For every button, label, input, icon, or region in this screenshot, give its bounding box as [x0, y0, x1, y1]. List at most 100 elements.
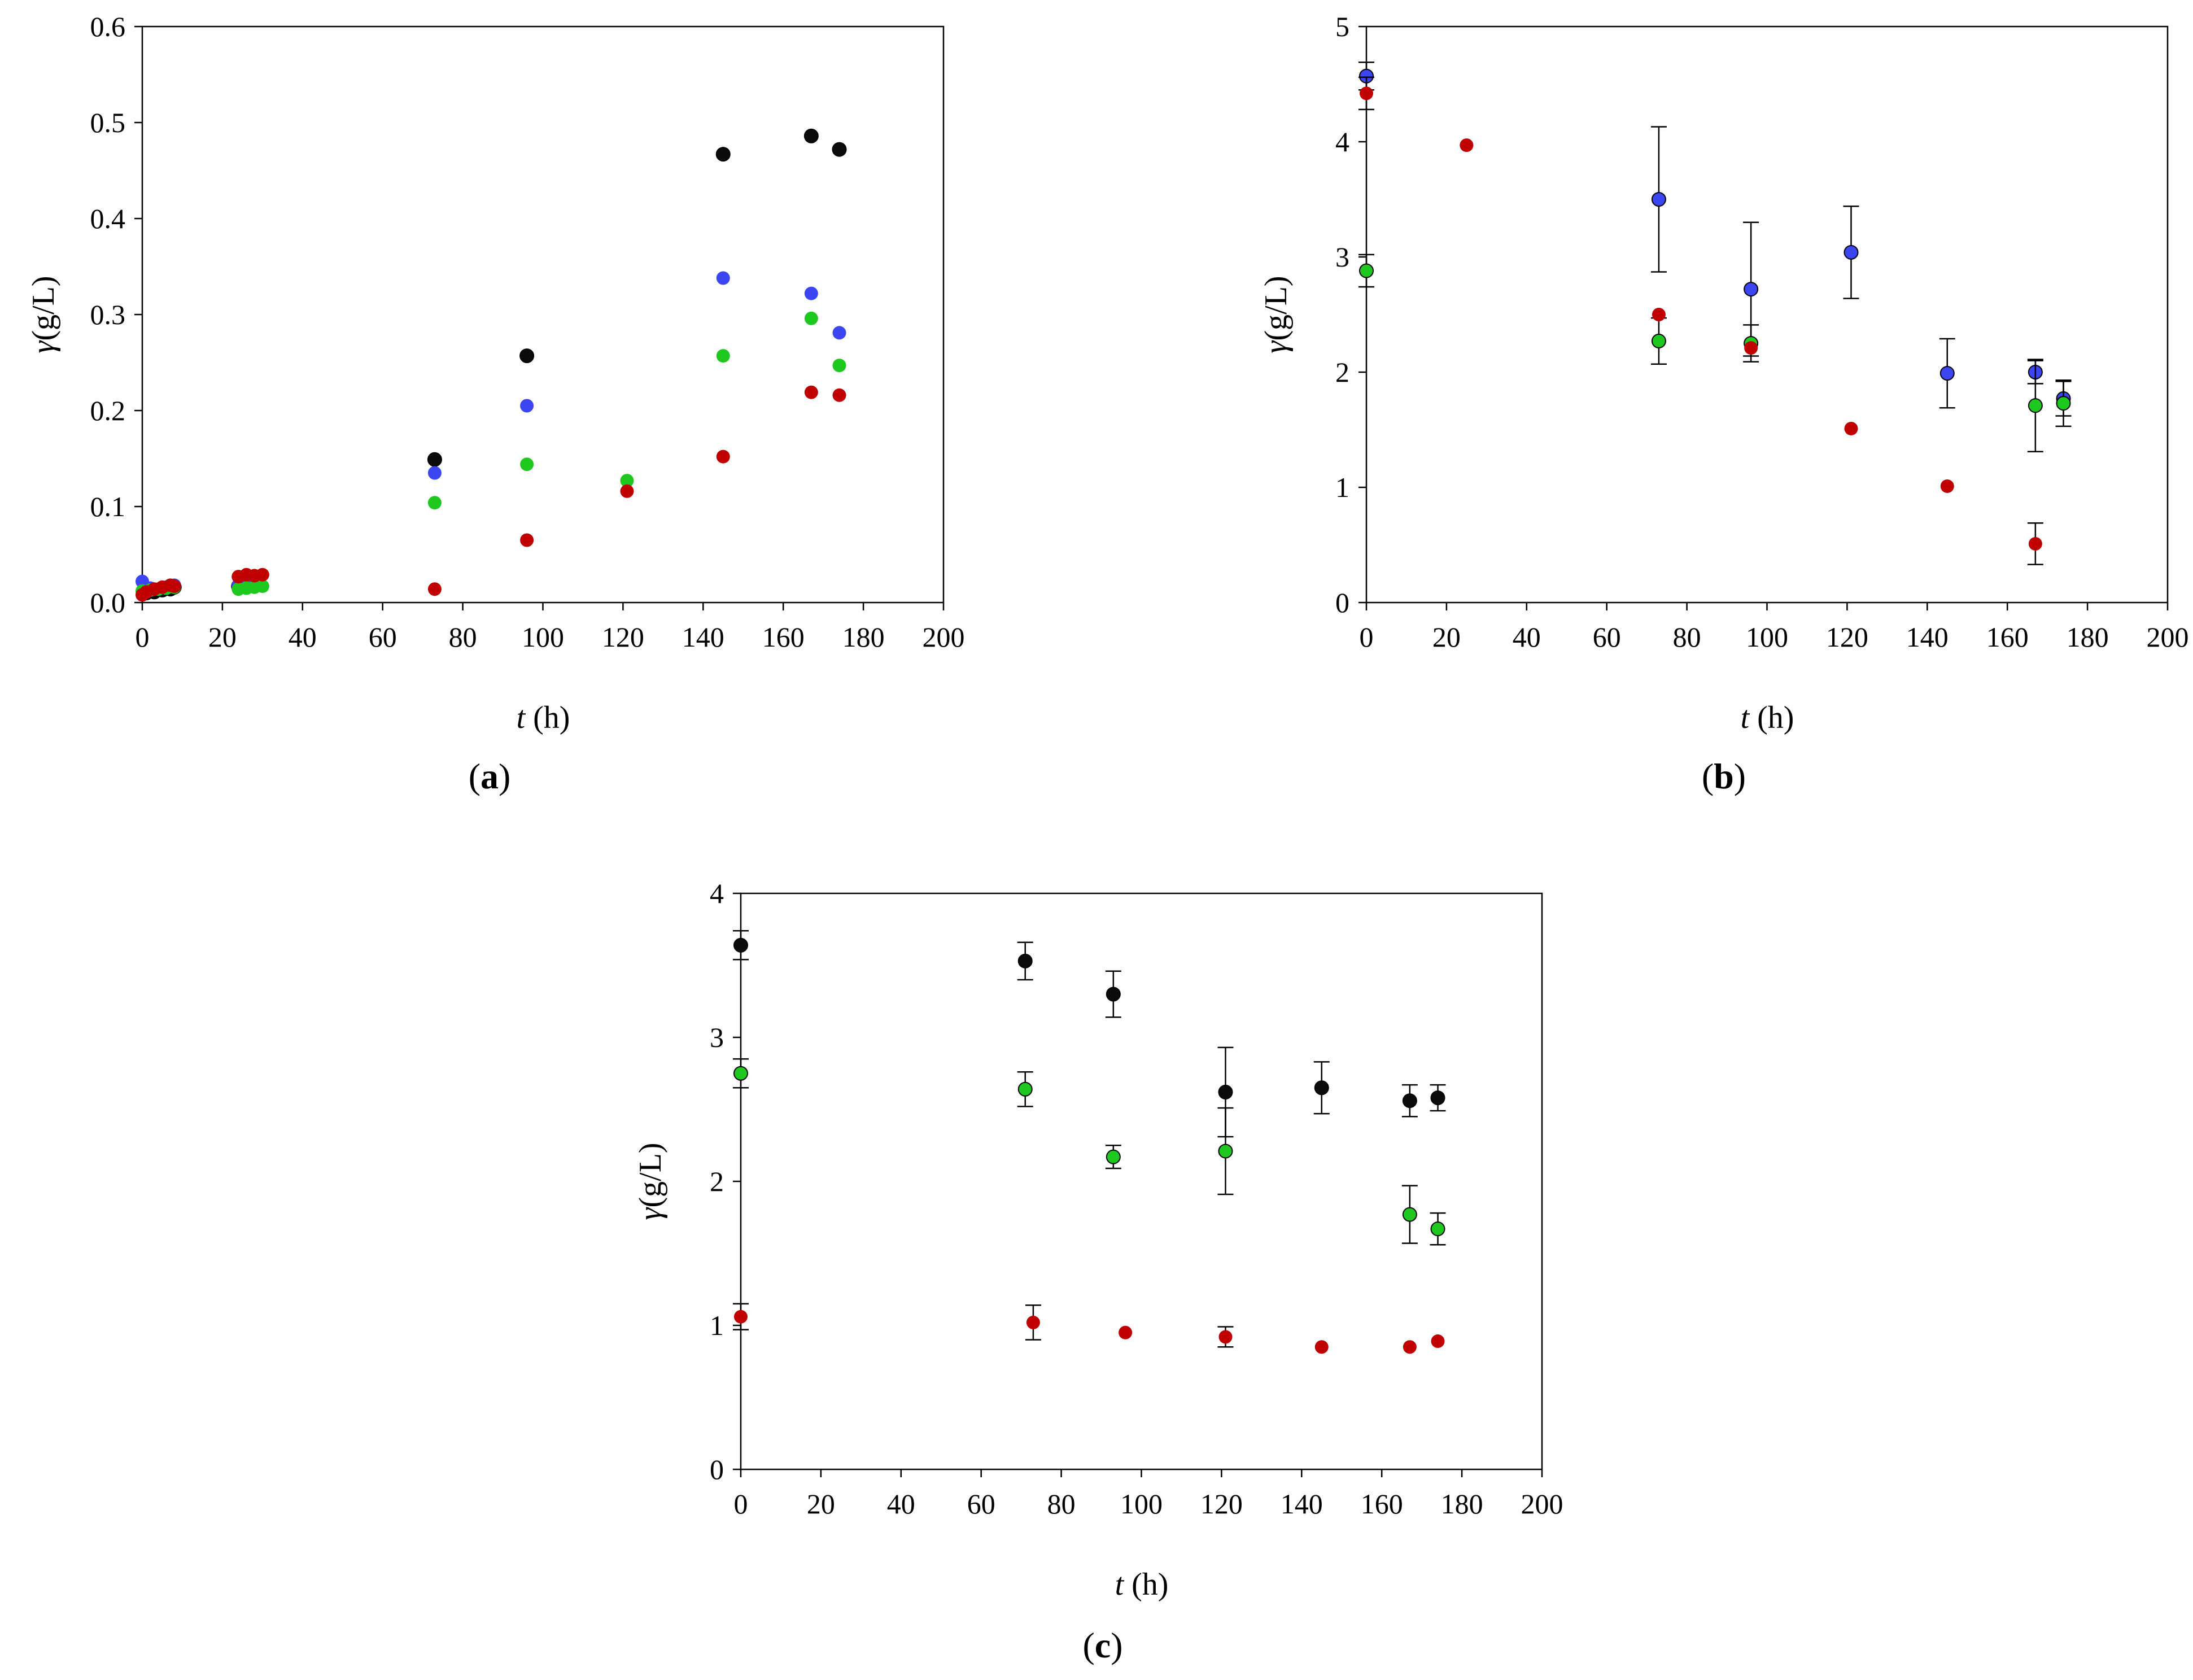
panel-b-marks [1358, 61, 2072, 565]
panel-c-label: (c) [1082, 1625, 1122, 1665]
data-point-black [427, 452, 442, 467]
y-tick-label: 3 [1335, 241, 1349, 273]
data-point-red [520, 533, 534, 547]
data-point-black [1430, 1090, 1445, 1106]
data-point-black [1402, 1093, 1417, 1109]
data-point-red [2028, 536, 2042, 551]
x-tick-label: 180 [1441, 1488, 1483, 1520]
panel-a-y-ticks: 0.0 0.1 0.2 0.3 0.4 0.5 0.6 [90, 11, 142, 618]
y-tick-label: 3 [710, 1022, 724, 1053]
y-tick-label: 4 [710, 878, 724, 909]
data-point-red [1314, 1340, 1329, 1354]
x-tick-label: 100 [522, 621, 564, 653]
data-point-green [804, 311, 818, 325]
x-tick-label: 140 [682, 621, 724, 653]
x-tick-label: 200 [923, 621, 965, 653]
data-point-green [427, 496, 442, 510]
data-point-red [427, 582, 442, 596]
panel-b-x-axis-label: t (h) [1741, 700, 1794, 735]
x-tick-label: 200 [2147, 621, 2189, 653]
x-tick-label: 0 [1360, 621, 1374, 653]
panel-b-y-ticks: 0 1 2 3 4 5 [1335, 11, 1366, 618]
data-point-green [620, 474, 634, 488]
y-tick-label: 0.4 [90, 203, 126, 234]
data-point-black [519, 348, 535, 364]
x-tick-label: 100 [1746, 621, 1788, 653]
data-point-black [715, 147, 731, 162]
data-point-red [716, 450, 730, 464]
x-tick-label: 120 [602, 621, 644, 653]
x-tick-label: 20 [208, 621, 237, 653]
panel-c-x-axis-label: t (h) [1115, 1567, 1169, 1602]
x-tick-label: 40 [1513, 621, 1541, 653]
data-point-green [733, 1066, 748, 1081]
series-green [733, 1058, 1446, 1246]
panel-c-y-axis-label: γ(g/L) [633, 1142, 668, 1220]
y-tick-label: 0 [1335, 587, 1349, 618]
panel-c: 0 20 40 60 80 100 120 140 160 180 200 0 1 2 3 4 γ(g/L)… [633, 878, 1563, 1665]
data-point-red [1652, 308, 1666, 321]
y-tick-label: 4 [1335, 126, 1349, 158]
panel-c-marks [733, 930, 1446, 1354]
x-tick-label: 180 [842, 621, 885, 653]
data-point-green [1017, 1081, 1033, 1097]
panel-b: 0 20 40 60 80 100 120 140 160 180 200 0 1 2 3 4 5 γ(g/L… [1259, 11, 2189, 796]
data-point-green [716, 349, 730, 363]
data-point-green [832, 359, 846, 373]
panel-a-x-axis-label: t (h) [517, 700, 570, 735]
y-tick-label: 0.3 [90, 299, 126, 330]
x-tick-label: 80 [1673, 621, 1701, 653]
x-tick-label: 60 [967, 1488, 995, 1520]
y-tick-label: 2 [1335, 356, 1349, 388]
data-point-black [733, 937, 748, 953]
y-tick-label: 0.0 [90, 587, 126, 618]
data-point-black [1314, 1080, 1329, 1096]
data-point-black [1218, 1084, 1233, 1099]
data-point-red [1940, 479, 1954, 493]
data-point-red [1744, 341, 1758, 355]
x-tick-label: 40 [887, 1488, 915, 1520]
x-tick-label: 60 [369, 621, 397, 653]
data-point-black [832, 142, 847, 157]
x-tick-label: 160 [1986, 621, 2029, 653]
x-tick-label: 20 [807, 1488, 835, 1520]
data-point-red [1431, 1334, 1445, 1349]
x-tick-label: 140 [1281, 1488, 1323, 1520]
series-black [733, 930, 1446, 1138]
x-tick-label: 100 [1120, 1488, 1163, 1520]
data-point-blue [427, 466, 442, 480]
y-tick-label: 0.6 [90, 11, 126, 42]
data-point-red [167, 579, 181, 594]
data-point-red [1403, 1340, 1417, 1354]
y-tick-label: 0.5 [90, 107, 126, 138]
data-point-black [803, 128, 819, 143]
panel-a: 0 20 40 60 80 100 120 140 160 180 200 0.0 0.1 0.2 0.3… [26, 11, 965, 796]
y-tick-label: 0 [710, 1454, 724, 1485]
x-tick-label: 180 [2067, 621, 2109, 653]
data-point-green [1651, 333, 1666, 348]
panel-a-x-ticks: 0 20 40 60 80 100 120 140 160 180 200 [136, 603, 965, 653]
x-tick-label: 140 [1906, 621, 1949, 653]
data-point-blue [716, 271, 730, 285]
x-tick-label: 120 [1826, 621, 1868, 653]
data-point-blue [520, 399, 534, 413]
y-tick-label: 1 [1335, 472, 1349, 503]
x-tick-label: 0 [734, 1488, 748, 1520]
data-point-green [255, 579, 269, 594]
x-tick-label: 200 [1521, 1488, 1563, 1520]
data-point-blue [1744, 282, 1759, 297]
data-point-blue [804, 286, 818, 300]
x-tick-label: 80 [1047, 1488, 1076, 1520]
data-point-black [1017, 953, 1033, 968]
x-tick-label: 60 [1593, 621, 1621, 653]
x-tick-label: 120 [1200, 1488, 1243, 1520]
panel-a-label: (a) [469, 756, 511, 796]
series-red [733, 1303, 1445, 1354]
data-point-red [255, 568, 269, 582]
data-point-red [1844, 421, 1858, 435]
data-point-red [1119, 1325, 1133, 1339]
data-point-blue [832, 326, 846, 340]
x-tick-label: 0 [136, 621, 150, 653]
panel-c-x-ticks: 0 20 40 60 80 100 120 140 160 180 200 [734, 1469, 1563, 1520]
